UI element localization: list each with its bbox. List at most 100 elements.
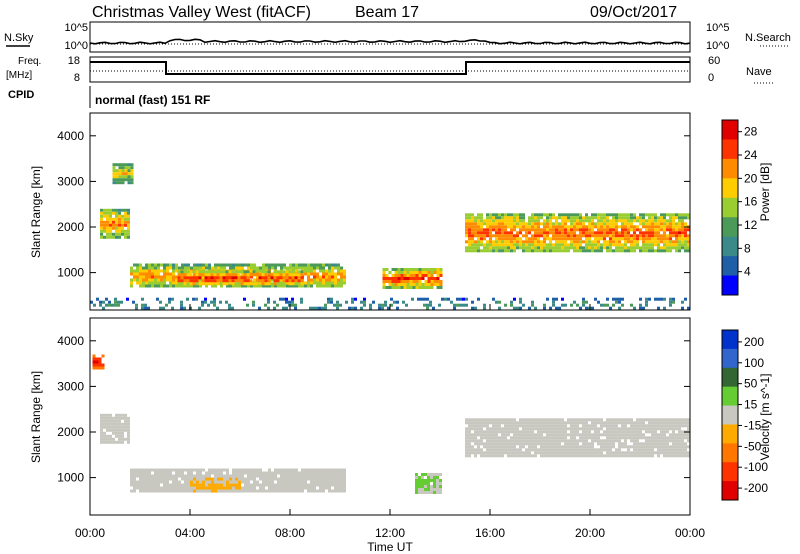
heatmap-cell bbox=[570, 213, 573, 217]
heatmap-cell bbox=[663, 243, 666, 247]
heatmap-cell bbox=[507, 427, 510, 431]
heatmap-cell bbox=[474, 219, 477, 223]
heatmap-cell bbox=[573, 418, 576, 422]
heatmap-cell bbox=[672, 418, 675, 422]
heatmap-cell bbox=[250, 284, 253, 288]
heatmap-cell bbox=[101, 366, 105, 370]
heatmap-cell bbox=[343, 278, 346, 282]
heatmap-cell bbox=[591, 424, 594, 428]
heatmap-cell bbox=[322, 483, 325, 487]
heatmap-cell bbox=[495, 243, 498, 247]
heatmap-cell bbox=[219, 270, 223, 274]
heatmap-cell bbox=[115, 181, 119, 185]
heatmap-cell bbox=[663, 421, 666, 425]
heatmap-cell bbox=[624, 433, 627, 437]
heatmap-cell bbox=[480, 249, 483, 253]
heatmap-cell bbox=[319, 471, 322, 475]
heatmap-cell bbox=[106, 437, 109, 441]
heatmap-cell bbox=[157, 486, 160, 490]
colorbar-swatch bbox=[722, 178, 738, 199]
heatmap-cell bbox=[636, 451, 639, 455]
heatmap-cell bbox=[483, 436, 486, 440]
heatmap-cell bbox=[642, 418, 645, 422]
heatmap-cell bbox=[555, 234, 558, 238]
heatmap-cell bbox=[540, 418, 543, 422]
heatmap-cell bbox=[612, 222, 615, 226]
heatmap-cell bbox=[331, 474, 334, 478]
heatmap-cell bbox=[477, 424, 480, 428]
heatmap-cell bbox=[213, 276, 217, 280]
heatmap-cell bbox=[130, 163, 134, 167]
heatmap-cell bbox=[570, 424, 573, 428]
heatmap-cell bbox=[630, 213, 633, 217]
heatmap-cell bbox=[421, 491, 424, 494]
heatmap-cell bbox=[118, 217, 121, 221]
heatmap-cell bbox=[534, 451, 537, 455]
heatmap-cell bbox=[196, 483, 199, 487]
heatmap-cell bbox=[546, 451, 549, 455]
heatmap-cell bbox=[561, 240, 564, 244]
heatmap-cell bbox=[267, 300, 270, 304]
heatmap-cell bbox=[421, 271, 425, 274]
heatmap-cell bbox=[510, 216, 513, 220]
heatmap-cell bbox=[343, 489, 346, 493]
heatmap-cell bbox=[612, 436, 615, 440]
heatmap-cell bbox=[654, 249, 657, 253]
heatmap-cell bbox=[465, 445, 468, 449]
heatmap-cell bbox=[436, 286, 440, 289]
heatmap-cell bbox=[207, 276, 211, 280]
heatmap-cell bbox=[415, 286, 419, 289]
heatmap-cell bbox=[498, 240, 501, 244]
heatmap-cell bbox=[427, 491, 430, 494]
heatmap-cell bbox=[531, 445, 534, 449]
heatmap-cell bbox=[297, 273, 301, 277]
heatmap-cell bbox=[498, 430, 501, 434]
heatmap-cell bbox=[477, 228, 480, 232]
heatmap-cell bbox=[546, 445, 549, 449]
heatmap-cell bbox=[540, 424, 543, 428]
heatmap-cell bbox=[522, 439, 525, 443]
heatmap-cell bbox=[406, 283, 410, 286]
heatmap-cell bbox=[498, 436, 501, 440]
heatmap-cell bbox=[262, 489, 265, 493]
heatmap-cell bbox=[618, 430, 621, 434]
heatmap-cell bbox=[492, 228, 495, 232]
heatmap-cell bbox=[531, 418, 534, 422]
heatmap-cell bbox=[657, 246, 660, 250]
heatmap-cell bbox=[651, 237, 654, 241]
heatmap-cell bbox=[507, 234, 510, 238]
heatmap-cell bbox=[666, 427, 669, 431]
heatmap-cell bbox=[681, 421, 684, 425]
heatmap-cell bbox=[232, 483, 235, 487]
heatmap-cell bbox=[573, 213, 576, 217]
heatmap-cell bbox=[498, 439, 501, 443]
heatmap-cell bbox=[648, 451, 651, 455]
heatmap-cell bbox=[675, 237, 678, 241]
heatmap-cell bbox=[103, 220, 106, 224]
heatmap-cell bbox=[394, 268, 398, 271]
heatmap-cell bbox=[199, 266, 202, 270]
heatmap-cell bbox=[612, 442, 615, 446]
heatmap-cell bbox=[388, 277, 392, 280]
heatmap-cell bbox=[169, 489, 172, 493]
heatmap-cell bbox=[160, 486, 163, 490]
heatmap-cell bbox=[510, 222, 513, 226]
heatmap-cell bbox=[465, 427, 468, 431]
heatmap-cell bbox=[687, 427, 690, 431]
heatmap-cell bbox=[279, 273, 283, 277]
heatmap-cell bbox=[639, 421, 642, 425]
heatmap-cell bbox=[627, 213, 630, 217]
heatmap-cell bbox=[301, 263, 304, 267]
heatmap-cell bbox=[675, 421, 678, 425]
colorbar-swatch bbox=[722, 443, 738, 463]
heatmap-cell bbox=[594, 222, 597, 226]
heatmap-cell bbox=[118, 428, 121, 432]
heatmap-cell bbox=[531, 219, 534, 223]
heatmap-cell bbox=[552, 451, 555, 455]
heatmap-cell bbox=[277, 480, 280, 484]
heatmap-cell bbox=[304, 477, 307, 481]
heatmap-cell bbox=[291, 303, 294, 307]
heatmap-cell bbox=[687, 418, 690, 422]
heatmap-cell bbox=[112, 226, 115, 230]
heatmap-cell bbox=[124, 175, 128, 179]
